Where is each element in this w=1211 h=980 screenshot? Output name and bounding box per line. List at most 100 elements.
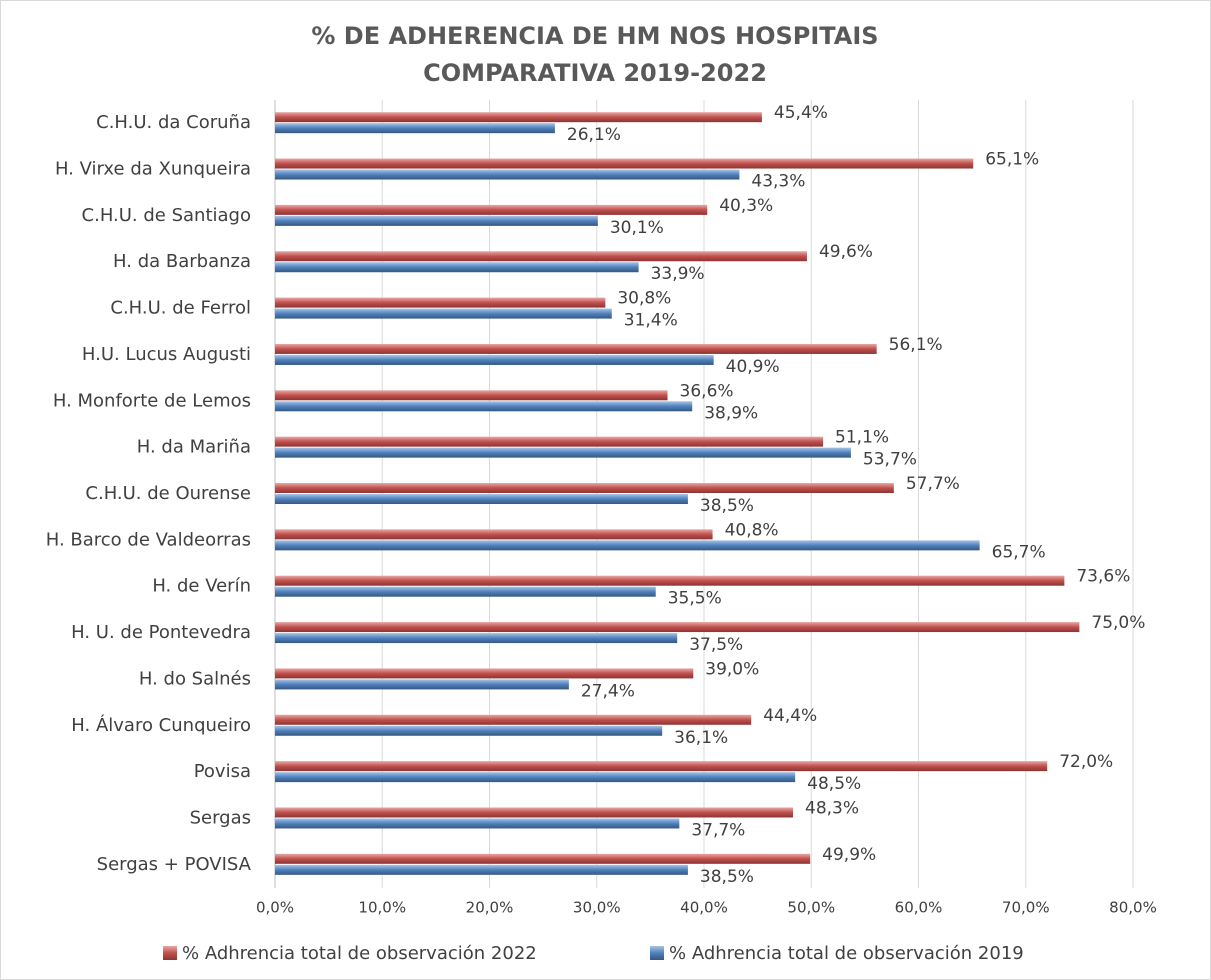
data-label: 45,4%	[774, 103, 828, 123]
bar	[275, 668, 694, 679]
bar	[275, 586, 656, 597]
data-label: 38,9%	[704, 403, 758, 423]
data-label: 75,0%	[1091, 613, 1145, 633]
data-label: 73,6%	[1076, 567, 1130, 587]
data-label: 30,1%	[610, 218, 664, 238]
chart-title: % DE ADHERENCIA DE HM NOS HOSPITAIS	[311, 22, 878, 50]
data-label: 36,6%	[680, 381, 734, 401]
chart-title: COMPARATIVA 2019-2022	[423, 59, 767, 87]
data-label: 37,7%	[691, 820, 745, 840]
y-tick-label: H. U. de Pontevedra	[71, 622, 251, 643]
data-label: 43,3%	[751, 172, 805, 192]
bar	[275, 343, 877, 354]
bar	[275, 679, 569, 690]
data-label: 33,9%	[651, 264, 705, 284]
data-label: 51,1%	[835, 428, 889, 448]
bar	[275, 169, 740, 180]
y-tick-label: H. Monforte de Lemos	[53, 390, 251, 411]
y-tick-label: H.U. Lucus Augusti	[82, 344, 251, 365]
bar	[275, 494, 688, 504]
legend-swatch	[163, 946, 177, 960]
data-label: 49,9%	[822, 845, 876, 865]
y-tick-label: C.H.U. de Ourense	[85, 483, 251, 504]
bar	[275, 540, 980, 551]
y-tick-label: C.H.U. de Ferrol	[110, 298, 251, 319]
bar	[275, 818, 680, 829]
data-label: 40,3%	[719, 196, 773, 216]
bar	[275, 215, 598, 226]
data-label: 27,4%	[581, 681, 635, 701]
y-tick-label: H. Virxe da Xunqueira	[55, 159, 251, 180]
bar	[275, 761, 1048, 772]
y-tick-label: C.H.U. da Coruña	[96, 112, 251, 133]
data-label: 65,1%	[985, 150, 1039, 170]
data-label: 48,3%	[805, 798, 859, 818]
data-label: 26,1%	[567, 125, 621, 145]
x-tick-label: 80,0%	[1109, 899, 1157, 917]
legend-label: % Adhrencia total de observación 2022	[182, 943, 537, 964]
bar	[275, 390, 668, 401]
legend-swatch	[650, 946, 664, 960]
data-label: 40,8%	[725, 520, 779, 540]
bar	[275, 575, 1065, 586]
x-tick-label: 0,0%	[256, 899, 294, 917]
bar	[275, 251, 807, 262]
bar	[275, 529, 713, 540]
bar	[275, 714, 752, 725]
y-tick-label: H. Barco de Valdeorras	[46, 529, 251, 550]
x-tick-label: 70,0%	[1002, 899, 1050, 917]
bar	[275, 401, 693, 412]
y-tick-label: H. Álvaro Cunqueiro	[71, 714, 251, 736]
bar	[275, 447, 851, 458]
y-tick-label: H. do Salnés	[139, 668, 251, 689]
bar	[275, 308, 612, 319]
bar	[275, 354, 714, 365]
bar	[275, 772, 796, 783]
x-tick-label: 50,0%	[787, 899, 835, 917]
x-tick-label: 10,0%	[358, 899, 406, 917]
data-label: 65,7%	[992, 542, 1046, 562]
bar	[275, 158, 974, 169]
bar	[275, 262, 639, 273]
data-label: 53,7%	[863, 450, 917, 470]
bar	[275, 123, 555, 134]
y-tick-label: H. da Barbanza	[113, 251, 251, 272]
bar	[275, 297, 606, 308]
bar	[275, 853, 811, 864]
bar	[275, 436, 824, 447]
y-tick-label: Sergas	[190, 807, 251, 828]
y-tick-label: C.H.U. de Santiago	[82, 205, 251, 226]
data-label: 31,4%	[624, 311, 678, 331]
bar	[275, 864, 688, 875]
bar	[275, 633, 678, 644]
y-tick-label: H. da Mariña	[137, 437, 251, 458]
x-tick-label: 60,0%	[895, 899, 943, 917]
data-label: 48,5%	[807, 774, 861, 794]
x-tick-label: 20,0%	[466, 899, 514, 917]
data-label: 56,1%	[889, 335, 943, 355]
bar	[275, 112, 762, 123]
data-label: 39,0%	[705, 659, 759, 679]
x-tick-label: 40,0%	[680, 899, 728, 917]
y-tick-label: Sergas + POVISA	[97, 854, 252, 875]
y-tick-label: H. de Verín	[152, 576, 251, 597]
x-tick-label: 30,0%	[573, 899, 621, 917]
data-label: 35,5%	[668, 589, 722, 609]
data-label: 38,5%	[700, 867, 754, 887]
data-label: 38,5%	[700, 496, 754, 516]
legend-label: % Adhrencia total de observación 2019	[669, 943, 1024, 964]
bar	[275, 807, 794, 818]
data-label: 37,5%	[689, 635, 743, 655]
y-tick-label: Povisa	[194, 761, 251, 782]
data-label: 72,0%	[1059, 752, 1113, 772]
bar	[275, 483, 894, 493]
data-label: 44,4%	[763, 706, 817, 726]
data-label: 57,7%	[906, 474, 960, 494]
data-label: 36,1%	[674, 728, 728, 748]
data-label: 30,8%	[617, 289, 671, 309]
data-label: 49,6%	[819, 242, 873, 262]
data-label: 40,9%	[726, 357, 780, 377]
bar	[275, 204, 708, 215]
bar	[275, 725, 663, 736]
